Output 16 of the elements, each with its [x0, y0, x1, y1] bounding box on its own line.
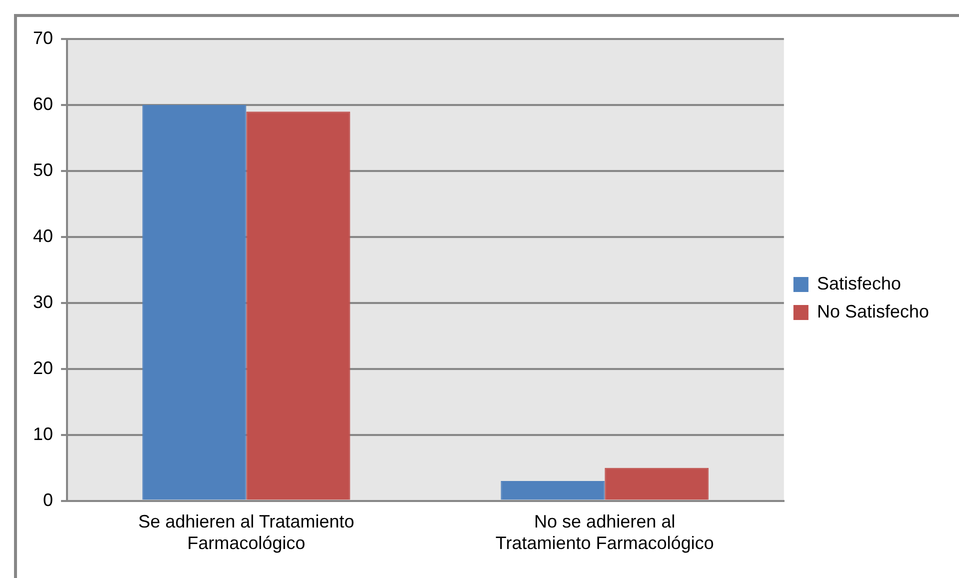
y-tick-label: 60: [32, 94, 54, 114]
y-tick-label: 10: [32, 424, 54, 444]
x-tick-label: No se adhieren al Tratamiento Farmacológico: [496, 512, 714, 554]
bar: [142, 104, 246, 500]
bar: [246, 112, 350, 500]
y-tick-label: 20: [32, 358, 54, 378]
x-tick-label: Se adhieren al Tratamiento Farmacológico: [138, 512, 354, 554]
y-tick-label: 40: [32, 226, 54, 246]
legend-label: Satisfecho: [816, 273, 901, 294]
y-tick-label: 30: [32, 292, 54, 312]
y-tick-label: 70: [32, 28, 54, 48]
y-tick-label: 0: [43, 490, 54, 510]
y-tick-label: 50: [32, 160, 54, 180]
bar: [500, 481, 605, 500]
legend-label: No Satisfecho: [816, 301, 929, 322]
bar: [604, 468, 709, 500]
